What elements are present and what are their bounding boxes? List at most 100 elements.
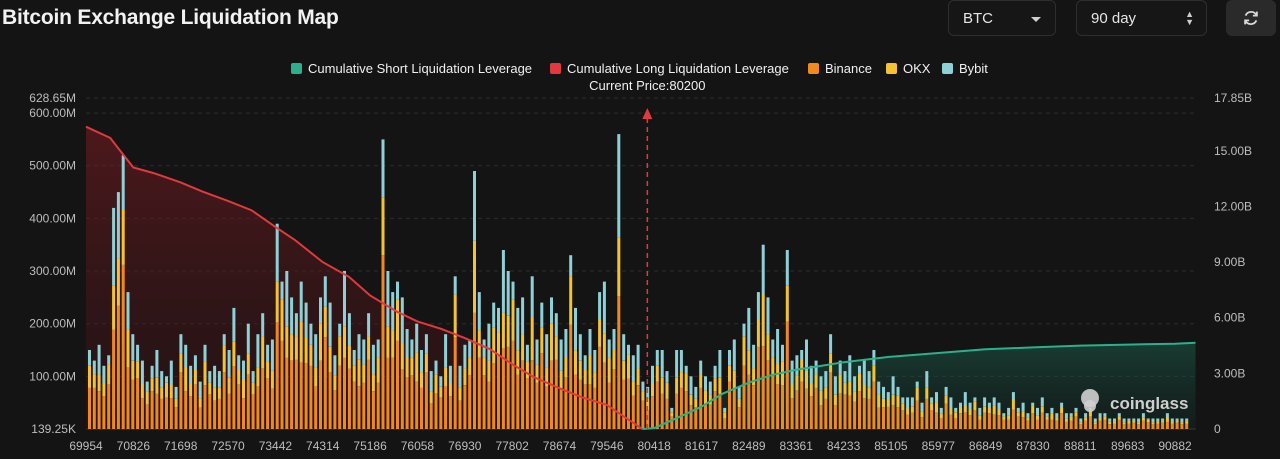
bar-bybit — [97, 344, 101, 375]
bar-binance — [1002, 419, 1006, 429]
bar-binance — [1156, 423, 1160, 429]
bar-stack — [858, 365, 861, 429]
bar-bybit — [1141, 413, 1145, 418]
bar-okx — [1069, 416, 1073, 421]
bar-okx — [1064, 418, 1068, 422]
y-left-tick-label: 600.00M — [29, 106, 76, 120]
bar-binance — [140, 398, 144, 429]
bar-okx — [525, 361, 529, 379]
bar-stack — [174, 386, 178, 429]
bar-stack — [1146, 418, 1150, 429]
bar-bybit — [525, 344, 529, 362]
refresh-button[interactable] — [1226, 0, 1276, 36]
bar-binance — [742, 365, 746, 429]
bar-binance — [501, 348, 505, 429]
bar-okx — [728, 365, 731, 382]
bar-okx — [699, 374, 703, 388]
bar-binance — [1146, 422, 1150, 429]
bar-stack — [704, 376, 707, 429]
bar-bybit — [920, 402, 924, 412]
bar-okx — [1079, 422, 1083, 425]
bar-okx — [242, 379, 245, 399]
coin-select[interactable]: BTC — [948, 0, 1056, 36]
bar-binance — [1151, 424, 1155, 429]
bar-okx — [1026, 417, 1030, 421]
bar-binance — [550, 360, 553, 429]
bar-stack — [699, 360, 703, 429]
bar-stack — [910, 397, 914, 429]
bar-binance — [944, 403, 948, 429]
bar-okx — [88, 365, 91, 388]
bar-okx — [1161, 420, 1165, 423]
bar-bybit — [155, 350, 159, 378]
bar-okx — [1060, 407, 1064, 414]
bar-binance — [747, 374, 751, 429]
bar-binance — [415, 381, 419, 429]
bar-stack — [92, 360, 96, 429]
bar-binance — [227, 393, 231, 429]
bar-bybit — [809, 365, 813, 384]
bar-binance — [920, 417, 924, 429]
bar-binance — [112, 329, 116, 429]
bar-stack — [723, 407, 727, 429]
bar-bybit — [314, 334, 318, 368]
bar-binance — [150, 391, 154, 429]
bar-binance — [689, 405, 693, 429]
bar-binance — [588, 384, 592, 429]
bar-binance — [939, 418, 943, 429]
bar-okx — [708, 394, 712, 405]
bar-stack — [761, 244, 765, 429]
bar-bybit — [800, 350, 804, 360]
bar-bybit — [675, 350, 679, 378]
bar-binance — [728, 381, 731, 429]
bar-okx — [564, 357, 568, 377]
bar-okx — [704, 390, 707, 406]
bar-stack — [516, 307, 520, 429]
y-left-tick-label: 500.00M — [29, 159, 76, 173]
bar-binance — [1141, 420, 1145, 429]
bar-stack — [574, 307, 577, 429]
bar-binance — [266, 378, 270, 429]
bar-stack — [766, 297, 770, 429]
bars-group — [88, 134, 1189, 429]
bar-stack — [631, 355, 635, 429]
bar-binance — [569, 324, 573, 429]
bar-stack — [525, 344, 529, 429]
bar-okx — [550, 323, 553, 361]
bar-okx — [1156, 421, 1160, 424]
bar-okx — [285, 326, 289, 358]
bar-stack — [602, 281, 606, 429]
bar-okx — [679, 372, 683, 388]
range-select[interactable]: 90 day ▲ ▼ — [1076, 0, 1207, 36]
bar-bybit — [256, 334, 260, 368]
bar-okx — [1170, 421, 1174, 424]
x-tick-label: 75186 — [353, 439, 387, 453]
bar-binance — [405, 377, 409, 429]
coin-select-value: BTC — [963, 9, 993, 27]
bar-bybit — [737, 386, 741, 399]
bar-binance — [978, 419, 982, 429]
bar-okx — [1108, 421, 1112, 425]
short-cumulative-area — [642, 342, 1196, 429]
bar-okx — [771, 357, 775, 376]
bar-bybit — [732, 339, 736, 371]
bar-stack — [246, 323, 250, 429]
bar-bybit — [184, 344, 188, 368]
bar-binance — [468, 375, 472, 429]
bar-stack — [742, 323, 746, 429]
bar-okx — [497, 332, 500, 357]
bar-stack — [140, 360, 144, 429]
bar-stack — [1079, 418, 1083, 429]
bar-binance — [222, 372, 226, 429]
bar-bybit — [636, 344, 640, 369]
bar-binance — [458, 400, 462, 429]
bar-binance — [463, 385, 467, 429]
bar-binance — [910, 412, 914, 429]
bar-okx — [795, 375, 799, 391]
bar-stack — [429, 371, 433, 429]
bar-binance — [598, 346, 602, 429]
bar-bybit — [511, 281, 515, 300]
bar-stack — [684, 365, 688, 429]
bar-stack — [434, 360, 438, 429]
bar-okx — [251, 382, 255, 395]
